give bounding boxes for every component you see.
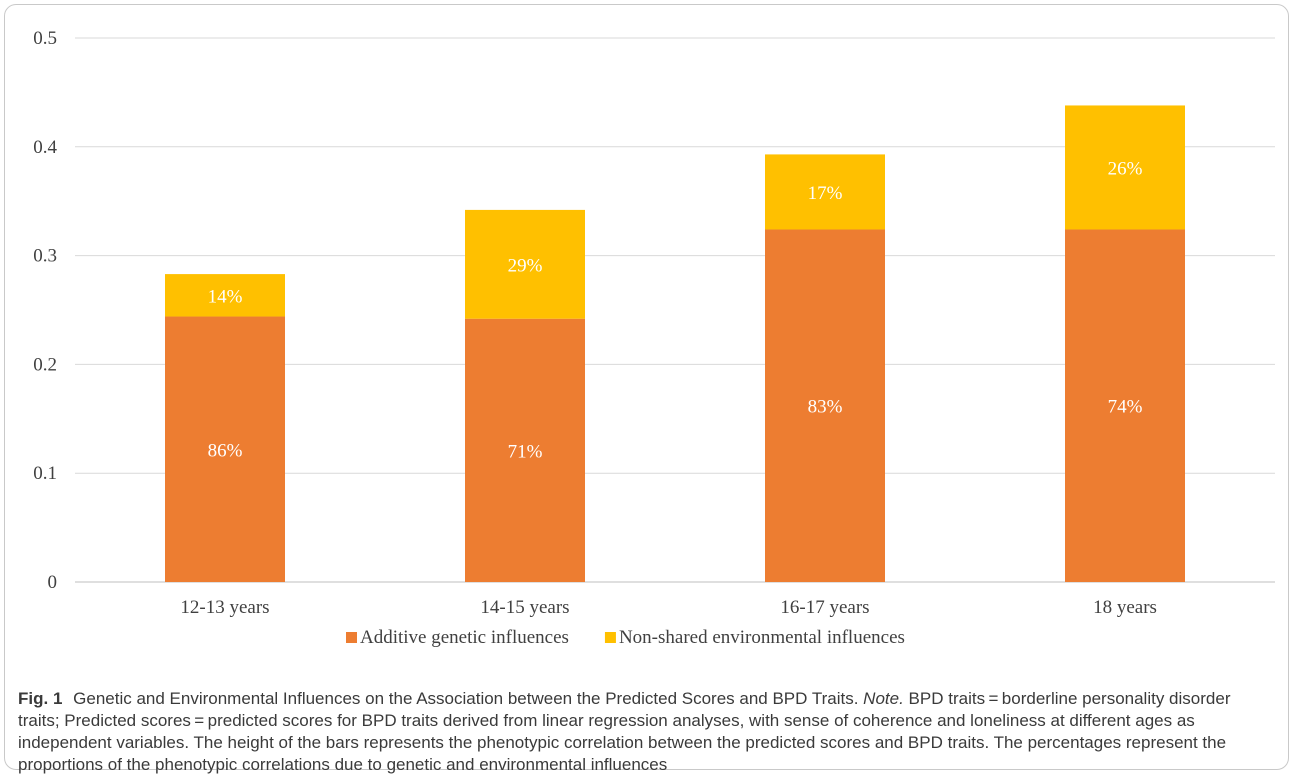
bar-genetic-3 — [765, 229, 885, 582]
bar-genetic-1 — [165, 316, 285, 582]
x-tick-label: 16-17 years — [780, 597, 869, 618]
legend-swatch-genetic — [346, 632, 357, 643]
bar-environmental-4 — [1065, 105, 1185, 230]
x-tick-label: 18 years — [1093, 597, 1157, 618]
x-tick-label: 12-13 years — [180, 597, 269, 618]
bar-genetic-2 — [465, 318, 585, 582]
note-text: BPD traits = borderline personality diso… — [18, 689, 1231, 774]
data-label: 71% — [508, 441, 543, 462]
bar-environmental-2 — [465, 209, 585, 319]
figure-title: Genetic and Environmental Influences on … — [73, 689, 859, 708]
figure-label: Fig. 1 — [18, 689, 63, 708]
legend-label: Additive genetic influences — [360, 627, 569, 648]
legend-label: Non-shared environmental influences — [619, 627, 905, 648]
x-tick-label: 14-15 years — [480, 597, 569, 618]
data-label: 86% — [208, 440, 243, 461]
data-label: 14% — [208, 286, 243, 307]
stacked-bar-chart: 0 0.1 0.2 0.3 0.4 0.5 86% 14% 12-13 years 71% 29% 1… — [33, 28, 1275, 648]
data-label: 29% — [508, 255, 543, 276]
data-label: 17% — [808, 183, 843, 204]
legend-swatch-environmental — [604, 632, 616, 643]
note-label: Note. — [863, 689, 904, 708]
bar-environmental-3 — [765, 154, 885, 230]
y-tick-label: 0 — [48, 572, 58, 593]
figure-caption: Fig. 1 Genetic and Environmental Influen… — [18, 688, 1273, 776]
y-tick-label: 0.2 — [33, 354, 57, 375]
data-label: 26% — [1108, 158, 1143, 179]
bar-genetic-4 — [1065, 229, 1185, 582]
bar-environmental-1 — [165, 274, 285, 317]
y-tick-label: 0.1 — [33, 463, 57, 484]
y-tick-label: 0.4 — [33, 137, 57, 158]
data-label: 74% — [1108, 397, 1143, 418]
data-label: 83% — [808, 397, 843, 418]
y-tick-label: 0.5 — [33, 28, 57, 49]
y-tick-label: 0.3 — [33, 246, 57, 267]
